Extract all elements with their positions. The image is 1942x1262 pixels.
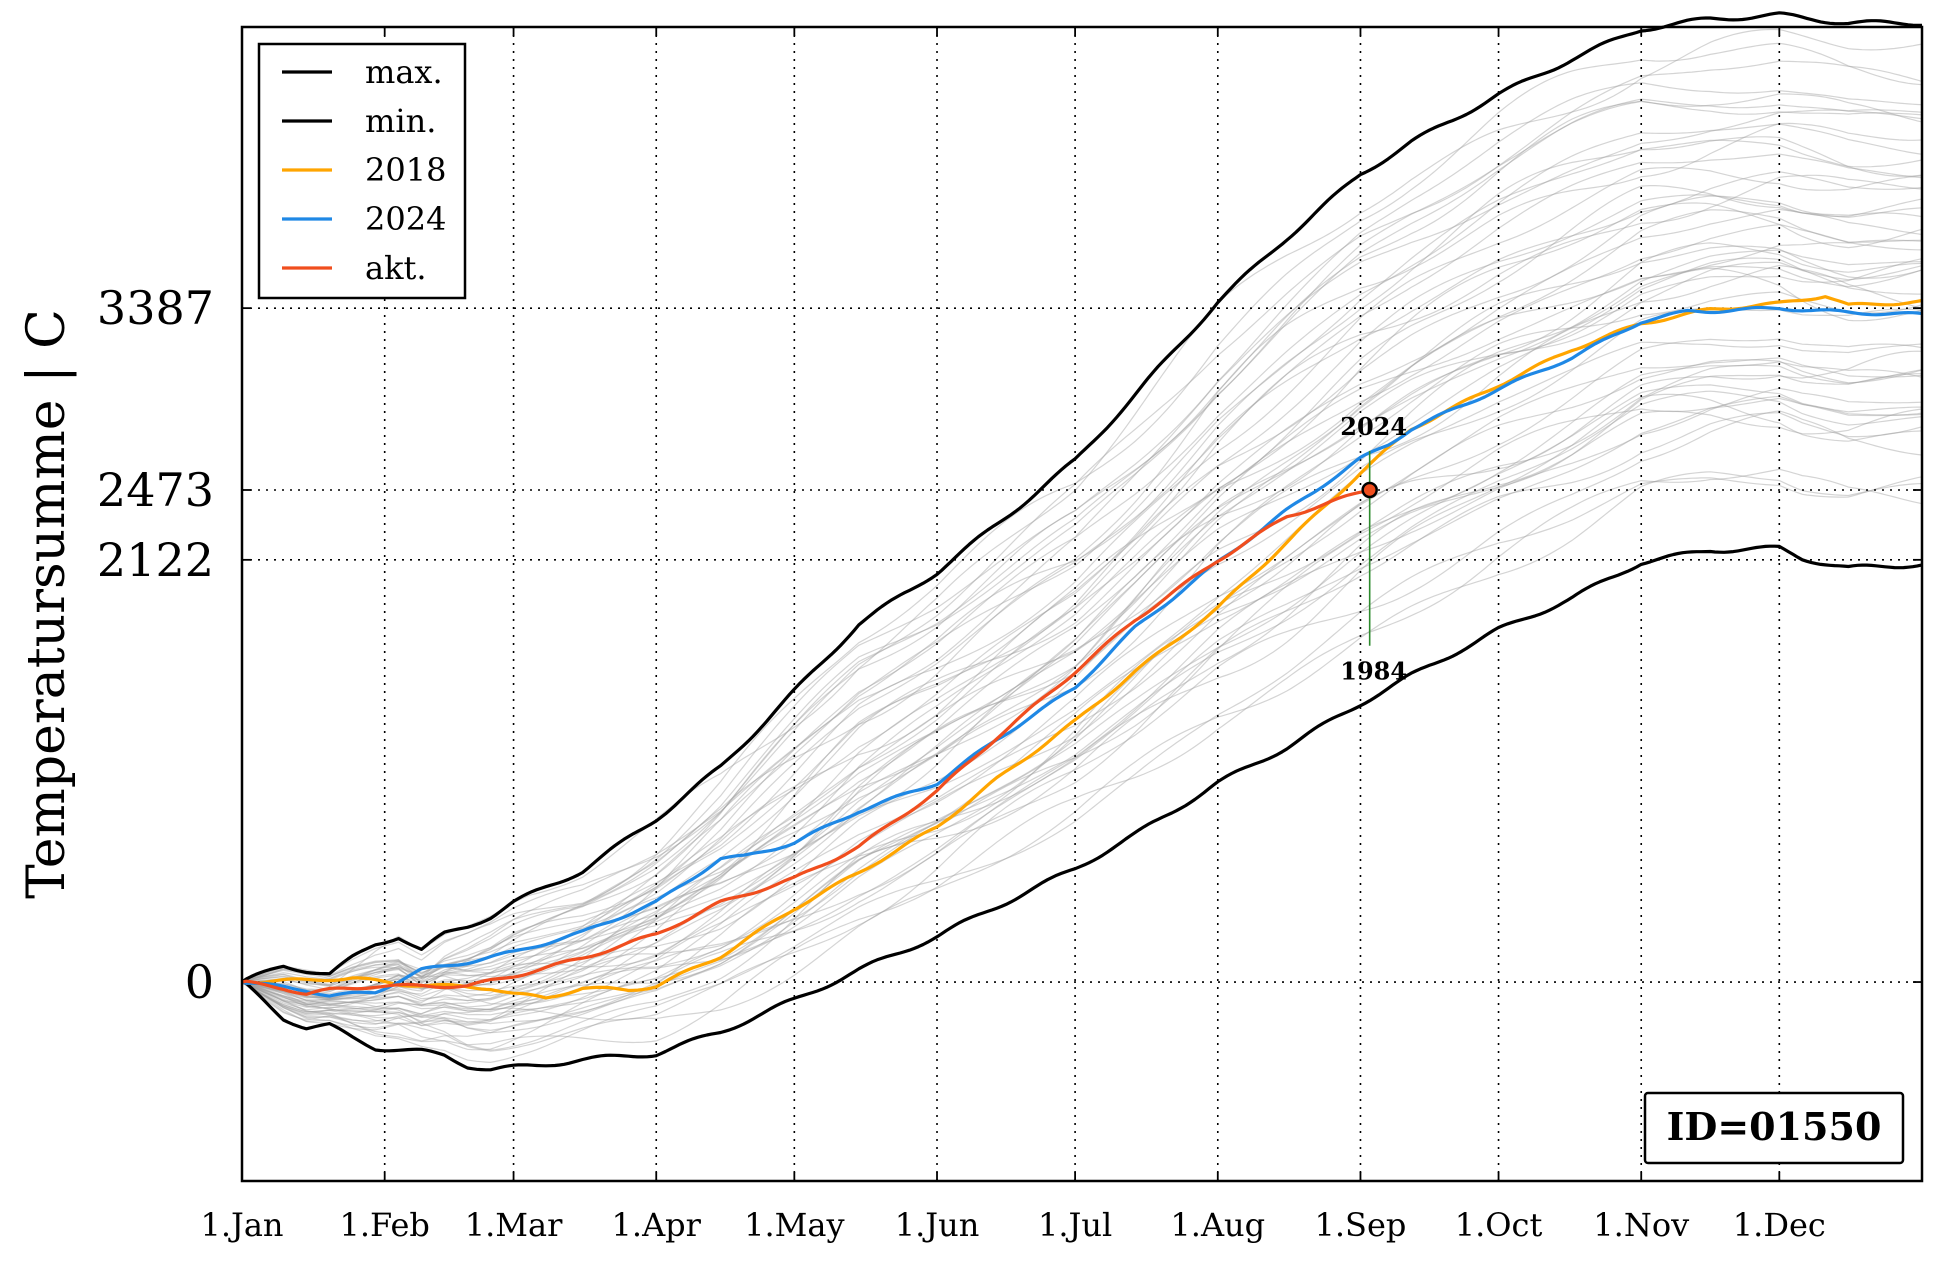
y-tick-label: 3387 <box>97 281 214 335</box>
legend-label: 2024 <box>365 200 446 238</box>
historical-year-line <box>241 93 1923 983</box>
historical-year-line <box>241 82 1923 983</box>
annotation-min-year: 1984 <box>1340 657 1407 686</box>
grid-lines <box>241 27 1922 1181</box>
x-axis-ticks: 1.Jan 1.Feb 1.Mar 1.Apr 1.May 1.Jun 1.Jul 1.Aug… <box>200 27 1826 1244</box>
x-tick-label: 1.Jul <box>1038 1206 1112 1244</box>
historical-year-line <box>241 264 1923 1000</box>
historical-year-line <box>241 202 1923 997</box>
historical-year-line <box>241 185 1923 988</box>
historical-year-line <box>241 261 1923 1009</box>
historical-year-line <box>241 223 1923 999</box>
historical-year-line <box>241 122 1923 999</box>
legend: max. min. 2018 2024 akt. <box>257 42 467 300</box>
x-tick-label: 1.Nov <box>1593 1206 1689 1244</box>
historical-year-line <box>241 361 1923 1012</box>
station-id-label: ID=01550 <box>1667 1104 1882 1149</box>
y-tick-label: 0 <box>185 955 214 1009</box>
historical-year-line <box>241 307 1923 1002</box>
historical-year-line <box>241 258 1923 1007</box>
legend-label: max. <box>365 53 443 91</box>
historical-year-line <box>241 471 1923 1052</box>
y-axis-label: Temperatursumme | C <box>17 309 77 899</box>
historical-year-line <box>241 387 1923 1029</box>
historical-year-line <box>241 395 1923 1022</box>
series-line-max <box>241 11 1923 984</box>
series-line-akt <box>241 489 1370 996</box>
x-tick-label: 1.Apr <box>612 1206 702 1244</box>
x-tick-label: 1.May <box>744 1206 844 1244</box>
historical-year-line <box>241 100 1923 984</box>
x-tick-label: 1.Oct <box>1455 1206 1543 1244</box>
series-lines <box>241 11 1923 1072</box>
historical-year-line <box>241 239 1923 1005</box>
historical-year-line <box>241 364 1923 1016</box>
annotation-layer: 2024 1984 <box>1340 412 1407 686</box>
annotation-max-year: 2024 <box>1340 412 1407 441</box>
legend-label: akt. <box>365 249 427 287</box>
historical-year-line <box>241 245 1923 1001</box>
x-tick-label: 1.Dec <box>1733 1206 1826 1244</box>
historical-year-line <box>241 28 1923 987</box>
historical-year-line <box>241 357 1923 1026</box>
x-tick-label: 1.Sep <box>1315 1206 1407 1244</box>
historical-year-line <box>241 109 1923 991</box>
historical-year-line <box>241 153 1923 986</box>
historical-year-line <box>241 242 1923 996</box>
historical-year-line <box>241 359 1923 1021</box>
historical-year-line <box>241 174 1923 1001</box>
historical-year-line <box>241 468 1923 1046</box>
x-tick-label: 1.Mar <box>465 1206 563 1244</box>
series-line-min <box>241 544 1923 1072</box>
current-value-marker <box>1361 481 1378 499</box>
historical-year-line <box>241 194 1923 992</box>
historical-year-line <box>241 167 1923 987</box>
series-line-2024 <box>241 305 1923 998</box>
historical-year-line <box>241 350 1923 1025</box>
historical-year-line <box>241 373 1922 1014</box>
x-tick-label: 1.Jan <box>200 1206 283 1244</box>
historical-year-line <box>241 249 1922 1001</box>
historical-year-line <box>241 195 1923 993</box>
x-tick-label: 1.Jun <box>895 1206 980 1244</box>
historical-year-line <box>241 265 1923 1007</box>
y-tick-label: 2122 <box>97 533 214 587</box>
historical-year-line <box>241 209 1923 992</box>
x-tick-label: 1.Aug <box>1170 1206 1265 1244</box>
historical-year-line <box>241 341 1923 1027</box>
y-tick-label: 2473 <box>97 463 214 517</box>
y-axis-ticks: 0 2122 2473 3387 <box>97 281 1922 1009</box>
plot-frame <box>240 25 1924 1183</box>
legend-label: min. <box>365 102 436 140</box>
historical-year-line <box>241 384 1922 1031</box>
historical-year-line <box>241 397 1923 1042</box>
legend-label: 2018 <box>365 151 446 189</box>
x-tick-label: 1.Feb <box>339 1206 429 1244</box>
station-id-box: ID=01550 <box>1643 1091 1905 1165</box>
